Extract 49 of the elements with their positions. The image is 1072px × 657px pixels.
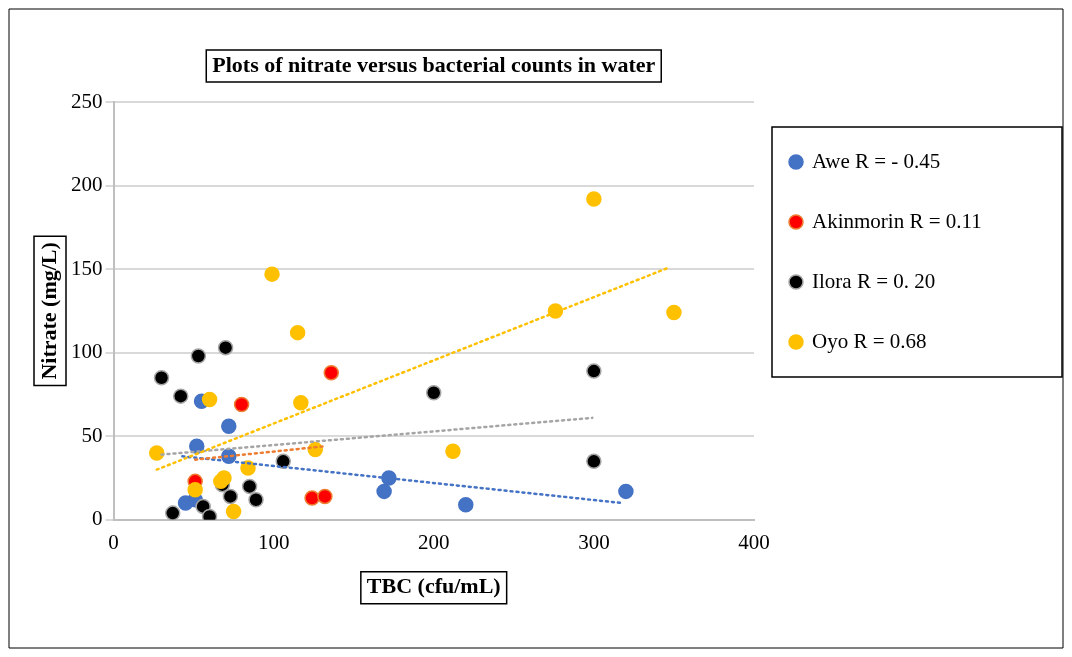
y-tick-label: 100 [71, 339, 103, 364]
x-tick-label: 200 [418, 529, 450, 554]
point [165, 505, 181, 520]
x-axis-title: TBC (cfu/mL) [366, 573, 501, 599]
point [201, 391, 218, 408]
y-axis-title: Nitrate (mg/L) [35, 242, 61, 380]
point [289, 324, 306, 341]
point [304, 490, 320, 506]
point [241, 478, 258, 495]
point [216, 470, 232, 486]
point [148, 445, 165, 461]
point [222, 488, 239, 505]
point [217, 339, 234, 356]
x-tick-label: 300 [578, 529, 610, 554]
x-tick-label: 400 [738, 529, 770, 554]
point [323, 364, 340, 381]
point [293, 395, 309, 411]
point [586, 363, 602, 379]
point [317, 488, 333, 505]
y-tick-label: 250 [71, 88, 103, 113]
point [376, 483, 392, 500]
legend-label: Ilora R = 0. 20 [812, 268, 936, 293]
legend-label: Akinmorin R = 0.11 [812, 208, 982, 233]
point [275, 453, 291, 470]
point [445, 443, 461, 460]
point [187, 481, 203, 498]
point [586, 191, 602, 207]
point [225, 503, 242, 520]
point [221, 418, 237, 434]
legend-label: Awe R = - 0.45 [812, 148, 941, 173]
y-tick-label: 200 [71, 172, 103, 197]
y-tick-label: 50 [81, 422, 103, 447]
point [458, 497, 474, 513]
point [666, 304, 682, 321]
point [190, 348, 207, 364]
x-tick-label: 100 [257, 529, 290, 554]
point [153, 370, 170, 386]
x-tick-label: 0 [108, 529, 119, 554]
point [426, 385, 442, 401]
point [173, 388, 189, 404]
point [248, 492, 264, 508]
point [618, 483, 634, 500]
y-tick-label: 150 [71, 255, 103, 280]
point [233, 396, 250, 413]
legend-label: Oyo R = 0.68 [812, 328, 927, 353]
chart-title: Plots of nitrate versus bacterial counts in water [212, 51, 656, 77]
point [586, 453, 602, 470]
point [264, 266, 280, 282]
y-tick-label: 0 [92, 506, 103, 531]
